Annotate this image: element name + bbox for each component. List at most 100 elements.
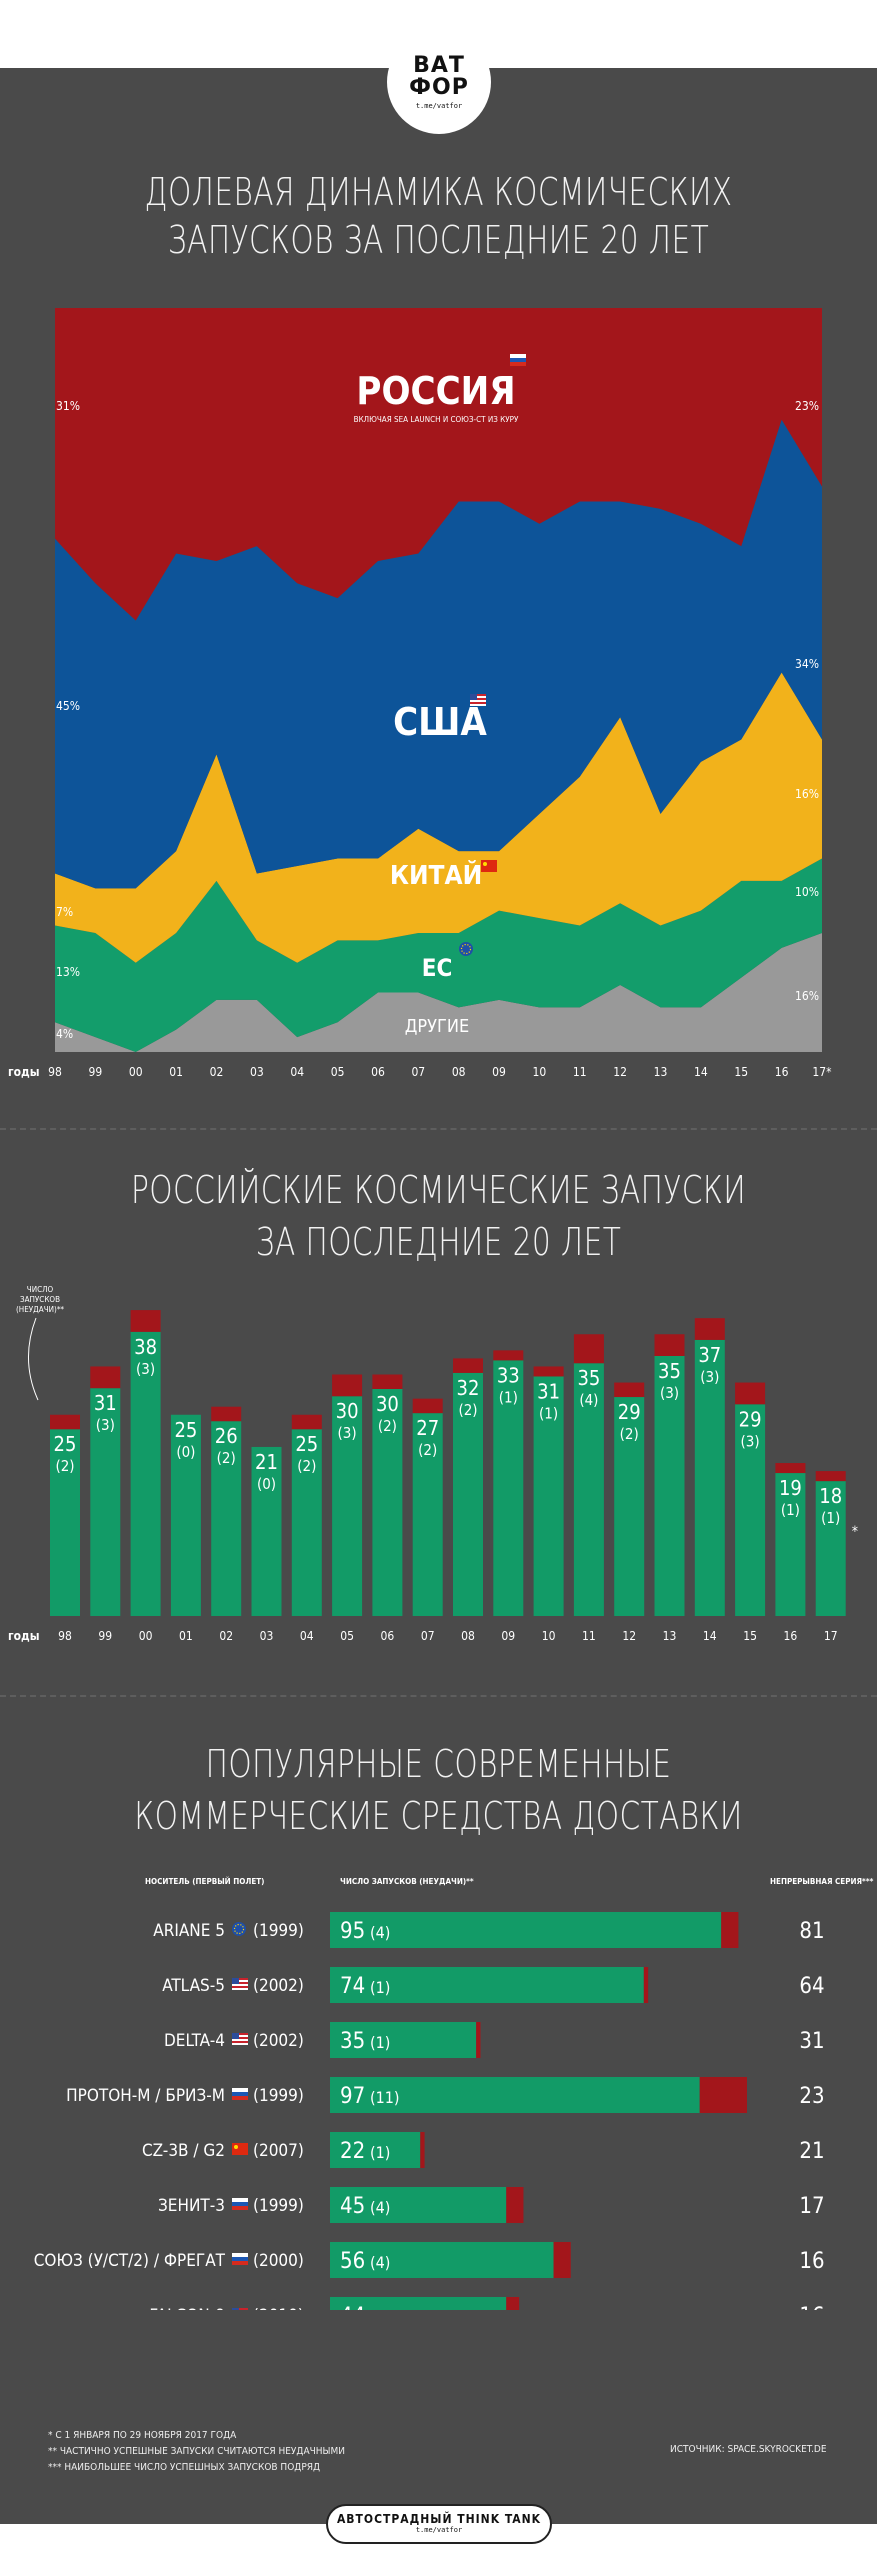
bar-group: 35(4) xyxy=(573,1334,604,1616)
x-tick: 10 xyxy=(533,1065,547,1079)
flag-stripe xyxy=(232,1984,248,1986)
launch-bar-success xyxy=(330,1967,644,2003)
right-pct-китай: 16% xyxy=(795,787,819,801)
flag-stripe xyxy=(232,2253,248,2257)
streak-value: 23 xyxy=(799,2084,824,2109)
x-tick: 99 xyxy=(89,1065,103,1079)
bar-success xyxy=(332,1396,363,1616)
bar-group: 25(2) xyxy=(291,1414,322,1616)
launch-bar-failure xyxy=(506,2187,524,2223)
x-tick: 01 xyxy=(169,1065,183,1079)
bar-success xyxy=(573,1363,604,1616)
x-tick: 06 xyxy=(381,1629,395,1643)
x-tick: 05 xyxy=(340,1629,354,1643)
bar-value: 31 xyxy=(537,1379,560,1403)
ru-flag-icon xyxy=(232,2088,248,2100)
separator-1 xyxy=(0,1128,877,1130)
flag-field xyxy=(481,860,497,872)
launch-count: 45 xyxy=(340,2194,365,2219)
left-pct-другие: 4% xyxy=(56,1027,73,1041)
bar-failure xyxy=(50,1414,80,1430)
ru-title-line2: ЗА ПОСЛЕДНИЕ 20 ЛЕТ xyxy=(255,1220,622,1264)
russia-label: РОССИЯ xyxy=(356,369,515,413)
bar-failure xyxy=(735,1382,766,1405)
bar-group: 33(1) xyxy=(493,1350,524,1616)
carrier-row: ATLAS-5 (2002) 74 (1) 64 xyxy=(162,1967,825,2003)
ru-title-line1: РОССИЙСКИЕ КОСМИЧЕСКИЕ ЗАПУСКИ xyxy=(131,1168,746,1212)
bar-group: 21(0) xyxy=(251,1446,282,1616)
x-tick: 05 xyxy=(331,1065,345,1079)
carrier-name: СОЮЗ (У/СТ/2) / ФРЕГАТ xyxy=(34,2251,226,2271)
launch-bar-success xyxy=(330,1912,722,1948)
right-pct-сша: 34% xyxy=(795,657,819,671)
launch-failures: (4) xyxy=(370,1923,390,1942)
launch-bar-failure xyxy=(420,2132,425,2168)
left-pct-россия: 31% xyxy=(56,399,80,413)
flag-stripe xyxy=(232,2308,248,2310)
bar-success xyxy=(50,1429,80,1616)
area-сша xyxy=(55,419,822,889)
bar-value: 30 xyxy=(376,1392,399,1416)
x-tick: 14 xyxy=(694,1065,708,1079)
carrier-table: НОСИТЕЛЬ (ПЕРВЫЙ ПОЛЕТ) ЧИСЛО ЗАПУСКОВ (Н… xyxy=(34,1875,874,2310)
footnote-3: *** НАИБОЛЬШЕЕ ЧИСЛО УСПЕШНЫХ ЗАПУСКОВ П… xyxy=(48,2462,321,2473)
streak-value: 16 xyxy=(799,2249,824,2274)
launch-bar-success xyxy=(330,2242,554,2278)
x-tick: 06 xyxy=(371,1065,385,1079)
bar-failures: (2) xyxy=(217,1449,236,1467)
bar-group: 18(1) xyxy=(815,1471,846,1616)
footnotes: * С 1 ЯНВАРЯ ПО 29 НОЯБРЯ 2017 ГОДА ** Ч… xyxy=(48,2428,345,2476)
streak-value: 31 xyxy=(799,2029,824,2054)
think-tank-badge[interactable]: АВТОСТРАДНЫЙ THINK TANK t.me/vatfor xyxy=(326,2504,552,2544)
flag-canton xyxy=(470,694,477,700)
bar-failure xyxy=(291,1414,322,1430)
share-title-line1: ДОЛЕВАЯ ДИНАМИКА КОСМИЧЕСКИХ xyxy=(144,170,733,214)
bar-failure xyxy=(694,1318,725,1340)
com-title-line1: ПОПУЛЯРНЫЕ СОВРЕМЕННЫЕ xyxy=(205,1742,672,1786)
flag-stripe xyxy=(232,2039,248,2041)
launch-count: 97 xyxy=(340,2084,365,2109)
vatfor-logo[interactable]: ВАТ ФОР t.me/vatfor xyxy=(387,30,491,134)
left-pct-ес: 13% xyxy=(56,965,80,979)
bar-failures: (3) xyxy=(700,1368,719,1386)
bar-value: 38 xyxy=(134,1335,157,1359)
flag-stripe xyxy=(232,2035,248,2037)
launch-bar-success xyxy=(330,2022,477,2058)
bar-failure xyxy=(211,1406,242,1422)
bar-group: 30(2) xyxy=(372,1374,403,1616)
carrier-name: ARIANE 5 xyxy=(153,1921,225,1941)
launch-bar-success xyxy=(330,2187,507,2223)
x-tick: 10 xyxy=(542,1629,556,1643)
flag-stripe xyxy=(232,2257,248,2261)
streak-value: 64 xyxy=(799,1974,824,1999)
us-flag-icon xyxy=(232,1978,248,1990)
bar-success xyxy=(90,1388,121,1616)
bar-failure xyxy=(654,1334,685,1356)
carrier-name: FALCON-9 xyxy=(149,2306,225,2310)
carrier-year: (2010) xyxy=(253,2306,304,2310)
x-tick: 14 xyxy=(703,1629,717,1643)
flag-stripe xyxy=(232,2041,248,2043)
x-axis-label: годы xyxy=(8,1629,40,1643)
launch-bar-success xyxy=(330,2132,421,2168)
x-tick: 03 xyxy=(260,1629,274,1643)
x-tick: 00 xyxy=(129,1065,143,1079)
x-tick: 15 xyxy=(734,1065,748,1079)
bar-failures: (1) xyxy=(821,1509,840,1527)
bar-group: 31(3) xyxy=(90,1366,121,1616)
bar-failure xyxy=(332,1374,363,1397)
bar-group: 29(2) xyxy=(614,1382,645,1616)
bar-value: 25 xyxy=(174,1418,197,1442)
bar-success xyxy=(412,1413,443,1616)
com-title-line2: КОММЕРЧЕСКИЕ СРЕДСТВА ДОСТАВКИ xyxy=(134,1794,743,1838)
flag-canton xyxy=(232,2033,239,2039)
flag-stripe xyxy=(232,2198,248,2202)
launch-bar-failure xyxy=(721,1912,739,1948)
flag-stripe xyxy=(232,2033,248,2035)
flag-stripe xyxy=(232,1988,248,1990)
eu-flag-icon xyxy=(232,1922,246,1936)
x-tick: 17 xyxy=(824,1629,838,1643)
bar-failures: (3) xyxy=(136,1360,155,1378)
flag-stripe xyxy=(470,696,486,698)
bar-failures: (3) xyxy=(741,1432,760,1450)
